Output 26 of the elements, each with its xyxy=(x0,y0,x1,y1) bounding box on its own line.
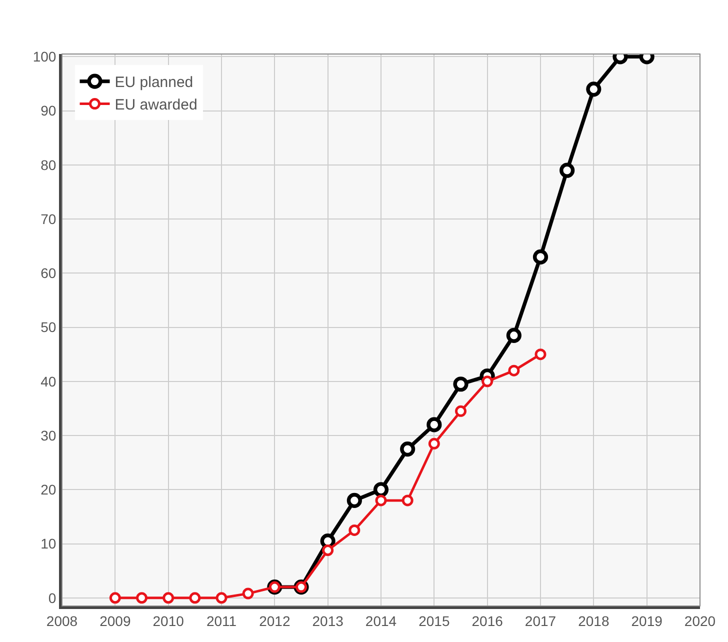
x-tick-label: 2009 xyxy=(100,612,131,629)
y-tick-label: 70 xyxy=(40,210,56,227)
y-tick-label: 10 xyxy=(40,536,56,552)
y-tick-label: 40 xyxy=(40,373,56,390)
x-tick-label: 2014 xyxy=(365,612,397,629)
y-tick-label: 50 xyxy=(40,319,56,336)
x-tick-label: 2008 xyxy=(46,612,78,629)
x-tick-label: 2019 xyxy=(631,612,663,629)
x-tick-label: 2012 xyxy=(259,612,290,629)
y-tick-label: 80 xyxy=(40,156,56,173)
x-tick-label: 2018 xyxy=(578,612,610,629)
x-tick-label: 2015 xyxy=(418,612,450,629)
y-tick-label: 60 xyxy=(40,265,56,282)
y-tick-label: 90 xyxy=(40,102,56,119)
y-tick-label: 20 xyxy=(40,482,56,498)
y-tick-label: 0 xyxy=(48,590,56,606)
x-tick-label: 2016 xyxy=(472,612,504,629)
legend-label: EU planned xyxy=(114,74,194,92)
x-tick-label: 2010 xyxy=(152,612,184,629)
x-tick-label: 2020 xyxy=(684,612,716,629)
x-tick-label: 2017 xyxy=(524,612,556,629)
x-tick-label: 2013 xyxy=(312,612,344,629)
y-tick-label: 30 xyxy=(40,427,56,444)
x-tick-label: 2011 xyxy=(206,612,237,629)
legend-label: EU awarded xyxy=(114,96,198,114)
y-tick-label: 100 xyxy=(32,48,56,65)
